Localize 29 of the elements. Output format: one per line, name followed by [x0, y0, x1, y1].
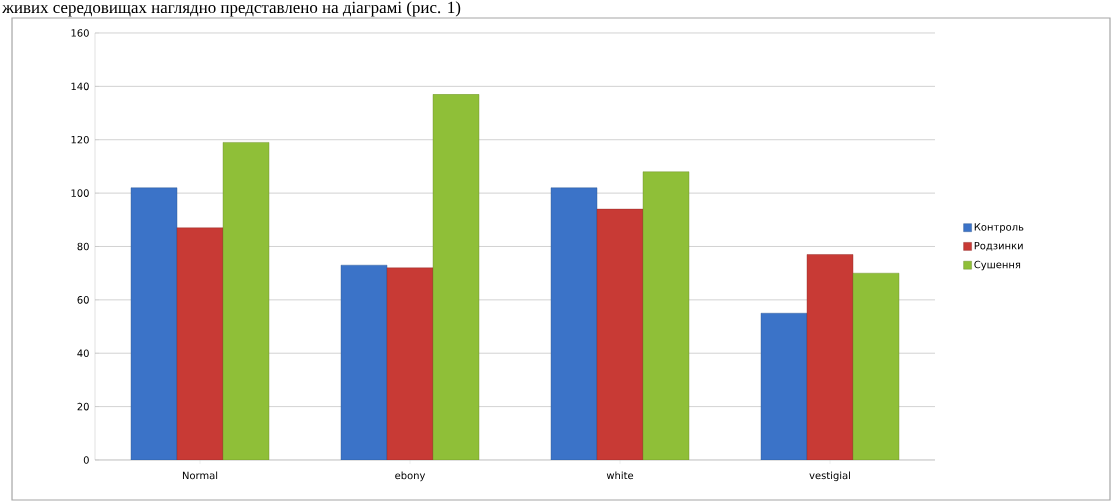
bar — [340, 264, 388, 460]
legend-label: Контроль — [974, 223, 1024, 233]
y-tick-label: 40 — [77, 349, 89, 357]
x-tick-label: Normal — [182, 471, 218, 480]
y-tick-label: 160 — [71, 29, 89, 37]
bar — [176, 227, 224, 460]
x-tick-label: white — [606, 471, 634, 480]
bar — [130, 187, 178, 460]
x-tick-label: ebony — [395, 471, 426, 482]
y-tick-label: 120 — [71, 135, 89, 144]
y-tick-label: 60 — [77, 296, 89, 304]
bar — [806, 254, 854, 460]
bar — [642, 171, 690, 460]
bar — [596, 208, 644, 460]
y-tick-label: 80 — [77, 242, 89, 251]
legend-label: Родзинки — [974, 242, 1023, 251]
y-tick-label: 0 — [83, 456, 89, 464]
bar — [386, 267, 434, 460]
y-tick-label: 100 — [71, 189, 89, 197]
x-tick-label: vestigial — [809, 471, 850, 482]
y-tick-label: 20 — [77, 402, 89, 411]
bar — [550, 187, 598, 460]
bar — [222, 142, 270, 460]
text: живих середовищах наглядно представлено на діаграмі (рис. 1) — [2, 1, 461, 17]
bar — [852, 272, 900, 460]
legend-label: Сушення — [974, 260, 1021, 271]
bar — [432, 94, 480, 460]
bar — [760, 313, 808, 460]
y-tick-label: 140 — [71, 82, 89, 91]
